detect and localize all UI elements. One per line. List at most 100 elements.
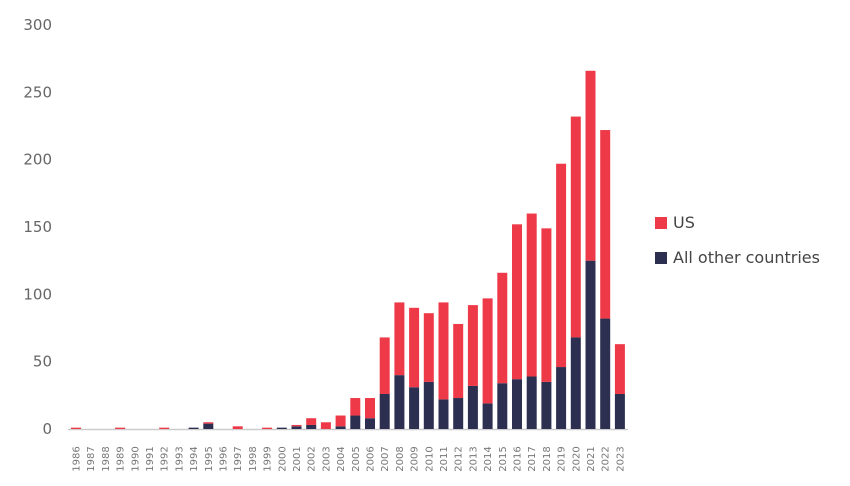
x-tick-label: 1989 <box>116 446 127 471</box>
x-tick-label: 2013 <box>468 446 479 471</box>
bar-us-2018 <box>541 228 552 382</box>
x-tick-label: 2014 <box>483 446 494 471</box>
bar-us-2022 <box>600 130 611 319</box>
x-tick-label: 2010 <box>424 446 435 471</box>
legend-item-us: US <box>655 213 695 232</box>
legend-label-us: US <box>673 213 695 232</box>
bar-other-2018 <box>541 381 552 429</box>
bar-other-2019 <box>556 367 567 429</box>
x-tick-label: 1996 <box>219 446 230 471</box>
x-tick-label: 2016 <box>513 446 524 471</box>
bar-us-2012 <box>453 323 464 399</box>
x-tick-label: 1990 <box>130 446 141 471</box>
bar-other-2010 <box>423 381 434 429</box>
bar-other-2022 <box>600 318 611 429</box>
bar-us-2010 <box>423 313 434 382</box>
bar-other-2023 <box>614 393 625 429</box>
legend-label-other: All other countries <box>673 248 820 267</box>
bar-other-1994 <box>188 427 199 429</box>
bar-other-1995 <box>203 423 214 429</box>
bar-other-2006 <box>365 418 375 429</box>
x-tick-label: 1995 <box>204 446 215 471</box>
y-tick-label: 0 <box>42 420 52 438</box>
bar-other-2011 <box>438 399 449 429</box>
x-tick-label: 2004 <box>336 446 347 471</box>
x-tick-label: 2019 <box>557 446 568 471</box>
x-tick-label: 2011 <box>439 446 450 471</box>
bar-other-2001 <box>291 426 302 429</box>
bar-us-2023 <box>614 344 625 394</box>
bar-other-2008 <box>394 375 405 429</box>
bar-us-2021 <box>585 70 596 261</box>
bar-us-2014 <box>482 298 493 404</box>
x-tick-label: 2006 <box>366 446 377 471</box>
bar-other-2020 <box>570 337 581 429</box>
bar-us-2020 <box>570 116 581 338</box>
x-tick-label: 1998 <box>248 446 259 471</box>
x-tick-label: 2000 <box>277 446 288 471</box>
bar-us-2017 <box>526 213 537 377</box>
x-tick-label: 1999 <box>263 446 274 471</box>
legend-item-other: All other countries <box>655 248 820 267</box>
bar-other-2014 <box>482 403 493 429</box>
x-tick-label: 2009 <box>410 446 421 471</box>
x-tick-label: 2018 <box>542 446 553 471</box>
bar-other-2002 <box>306 424 317 429</box>
bar-other-2017 <box>526 376 537 429</box>
bar-other-2000 <box>276 427 287 429</box>
x-tick-label: 2023 <box>615 446 626 471</box>
x-tick-label: 1987 <box>86 446 97 471</box>
y-tick-label: 250 <box>23 83 52 101</box>
x-tick-label: 2007 <box>380 446 391 471</box>
x-tick-label: 2020 <box>571 446 582 471</box>
bar-other-2012 <box>453 398 464 429</box>
bar-us-2011 <box>438 302 449 400</box>
bar-other-2015 <box>497 383 508 429</box>
x-tick-label: 2021 <box>586 446 597 471</box>
x-tick-label: 1986 <box>72 446 83 471</box>
x-tick-label: 2015 <box>498 446 509 471</box>
bar-other-2005 <box>350 415 361 429</box>
x-tick-label: 2001 <box>292 446 303 471</box>
x-tick-label: 2003 <box>321 446 332 471</box>
x-tick-label: 1992 <box>160 446 171 471</box>
y-tick-label: 100 <box>23 285 52 303</box>
x-tick-label: 2008 <box>395 446 406 471</box>
bar-other-2013 <box>467 385 478 429</box>
y-tick-label: 150 <box>23 218 52 236</box>
bar-us-2001 <box>291 424 302 427</box>
x-tick-label: 1997 <box>233 446 244 471</box>
x-tick-label: 1991 <box>145 446 156 471</box>
bar-us-2019 <box>556 163 567 368</box>
y-tick-label: 200 <box>23 151 52 169</box>
x-tick-label: 2012 <box>454 446 465 471</box>
bar-us-2002 <box>306 418 317 425</box>
bar-us-2004 <box>335 415 346 427</box>
legend-swatch-other <box>655 251 667 264</box>
bar-us-2013 <box>467 305 478 386</box>
bar-us-2009 <box>409 307 420 388</box>
bar-us-2005 <box>350 398 361 416</box>
bar-us-1999 <box>262 427 273 429</box>
bar-other-2021 <box>585 260 596 429</box>
legend-swatch-us <box>655 216 667 229</box>
bar-us-2007 <box>379 337 390 394</box>
x-tick-label: 2022 <box>601 446 612 471</box>
x-tick-label: 2002 <box>307 446 318 471</box>
y-tick-label: 300 <box>23 16 52 34</box>
bar-us-2006 <box>365 398 375 419</box>
bar-us-1997 <box>232 426 243 429</box>
bar-other-2004 <box>335 426 346 429</box>
y-tick-label: 50 <box>33 353 52 371</box>
x-tick-label: 1994 <box>189 446 200 471</box>
x-tick-label: 2005 <box>351 446 362 471</box>
bar-us-1986 <box>71 427 81 429</box>
bar-other-2007 <box>379 393 390 429</box>
bar-us-2008 <box>394 302 405 376</box>
bar-us-1989 <box>115 427 126 429</box>
x-tick-label: 1993 <box>174 446 185 471</box>
x-tick-label: 1988 <box>101 446 112 471</box>
bar-us-1992 <box>159 427 170 429</box>
x-tick-label: 2017 <box>527 446 538 471</box>
